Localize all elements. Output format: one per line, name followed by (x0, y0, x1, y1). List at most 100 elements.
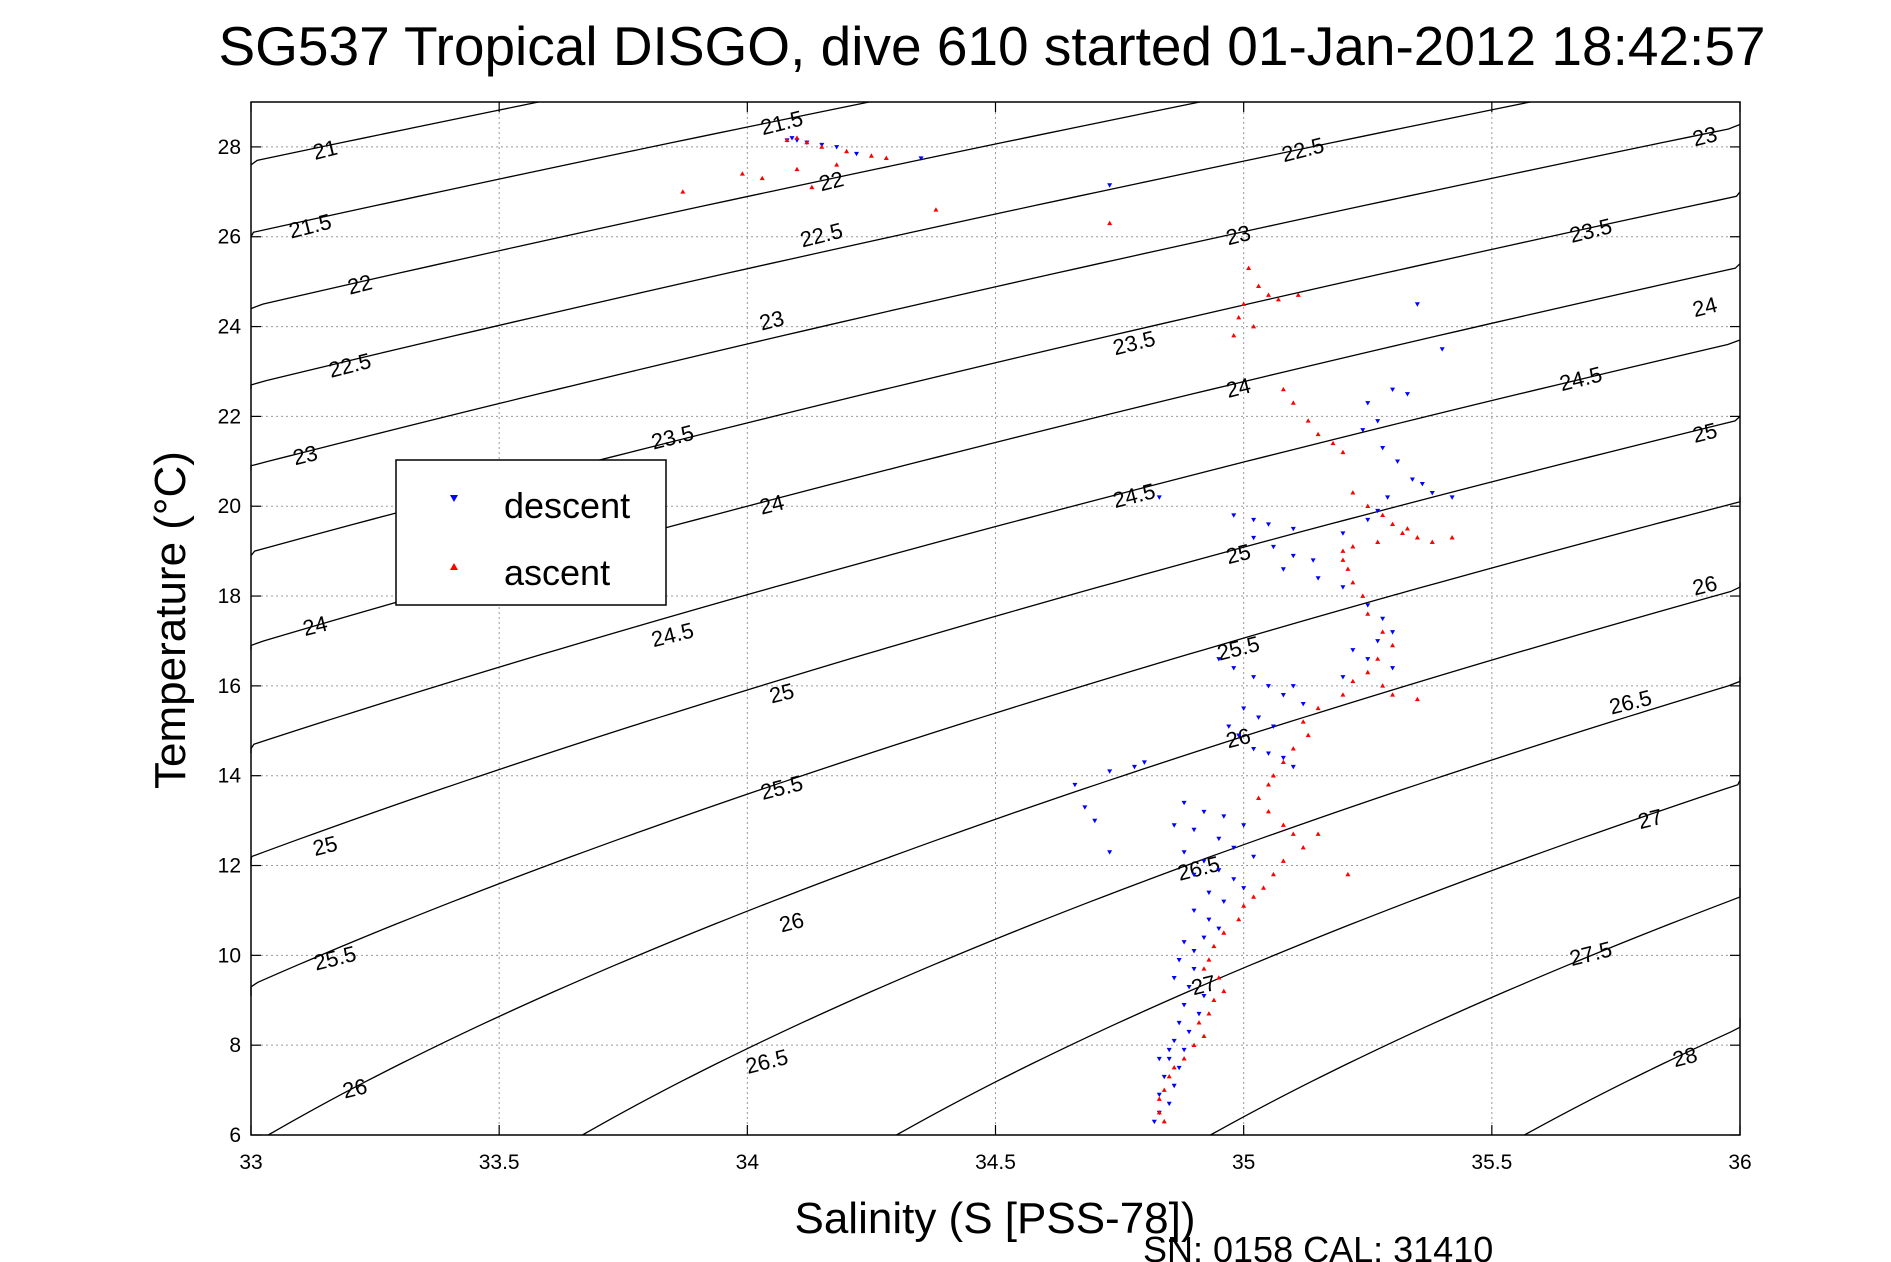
x-tick-label: 33 (239, 1151, 262, 1174)
point-ascent (794, 135, 800, 140)
point-descent (1270, 544, 1276, 550)
point-ascent (1350, 544, 1356, 549)
point-descent (1236, 733, 1242, 738)
density-contour-line (582, 676, 1741, 1136)
point-ascent (1380, 512, 1386, 517)
point-ascent (1201, 1033, 1207, 1038)
point-descent (1181, 940, 1187, 945)
grid-lines (250, 102, 1741, 1136)
y-tick-label: 10 (218, 944, 241, 967)
point-ascent (819, 144, 825, 149)
point-descent (1131, 764, 1137, 770)
density-contour-label: 24 (757, 489, 787, 519)
point-descent (1380, 446, 1386, 451)
point-ascent (1171, 1065, 1177, 1070)
point-descent (1201, 935, 1207, 940)
point-ascent (1156, 1096, 1162, 1101)
y-tick-label: 8 (229, 1034, 241, 1057)
point-descent (1216, 836, 1222, 842)
y-tick-label: 22 (218, 405, 241, 428)
point-descent (1092, 818, 1098, 824)
point-ascent (1300, 719, 1306, 724)
point-descent (1290, 526, 1296, 532)
density-contour-label: 23 (1223, 220, 1253, 250)
point-ascent (1340, 449, 1346, 455)
y-tick-label: 14 (218, 765, 242, 788)
point-descent (1156, 495, 1162, 500)
point-descent (1409, 477, 1415, 482)
point-ascent (1290, 746, 1296, 751)
point-descent (1390, 387, 1396, 393)
point-descent (1404, 392, 1410, 397)
point-ascent (1241, 301, 1247, 306)
point-descent (1176, 958, 1182, 963)
point-ascent (1275, 297, 1281, 302)
point-ascent (1414, 535, 1420, 540)
density-contour-label: 25 (310, 831, 340, 861)
point-ascent (1449, 535, 1455, 540)
point-descent (1251, 746, 1257, 752)
y-tick-label: 18 (218, 585, 241, 608)
point-descent (834, 145, 840, 150)
point-descent (1360, 428, 1366, 433)
density-contour-label: 21 (310, 135, 340, 165)
point-descent (789, 136, 795, 141)
point-ascent (1241, 903, 1247, 908)
point-descent (1350, 648, 1356, 653)
density-contour-line (1524, 1018, 1741, 1136)
point-ascent (1265, 782, 1271, 787)
point-descent (1206, 917, 1212, 923)
point-descent (1385, 495, 1391, 500)
point-ascent (844, 148, 850, 154)
legend-box (395, 459, 667, 606)
point-descent (1380, 616, 1386, 622)
density-contour-label: 25 (1223, 539, 1253, 569)
point-ascent (1211, 943, 1217, 949)
point-descent (1231, 666, 1237, 671)
density-contour-line (250, 339, 1741, 754)
density-contour-line (267, 582, 1741, 1136)
point-descent (1171, 976, 1177, 981)
point-descent (1241, 706, 1247, 711)
point-ascent (1196, 1020, 1202, 1025)
density-contour-line (250, 101, 870, 238)
density-contour-label: 26 (340, 1073, 370, 1103)
point-descent (1171, 823, 1177, 828)
point-descent (1216, 926, 1222, 931)
point-descent (1270, 724, 1276, 729)
legend: descent ascent (395, 459, 667, 606)
axis-ticks: 33 33.5 34 34.5 35 35.5 36 6 8 10 12 14 16 18 20 22 24 26… (218, 102, 1752, 1174)
y-tick-label: 12 (218, 855, 241, 878)
point-ascent (1414, 696, 1420, 702)
point-descent (1290, 764, 1296, 770)
point-ascent (1251, 894, 1257, 899)
point-descent (1315, 576, 1321, 581)
point-ascent (1161, 1118, 1167, 1124)
point-descent (1181, 800, 1187, 806)
point-ascent (1340, 557, 1346, 562)
point-descent (1191, 967, 1197, 972)
chart-title: SG537 Tropical DISGO, dive 610 started 0… (218, 15, 1765, 77)
series-ascent (680, 135, 1455, 1124)
density-contour-line (250, 415, 1741, 866)
point-ascent (1216, 975, 1222, 980)
x-tick-label: 36 (1728, 1151, 1751, 1174)
point-ascent (1340, 548, 1346, 553)
density-contour-line (250, 101, 539, 166)
x-tick-label: 35.5 (1471, 1151, 1512, 1174)
point-ascent (1390, 642, 1396, 648)
point-ascent (1256, 795, 1262, 800)
point-ascent (1156, 1109, 1162, 1115)
x-tick-label: 34.5 (975, 1151, 1016, 1174)
y-tick-label: 6 (229, 1124, 241, 1147)
point-ascent (834, 162, 840, 167)
y-tick-label: 24 (218, 316, 242, 339)
point-descent (1156, 1056, 1162, 1062)
point-descent (1072, 782, 1078, 788)
point-ascent (1375, 539, 1381, 544)
point-ascent (1300, 844, 1306, 850)
x-tick-label: 33.5 (479, 1151, 520, 1174)
point-ascent (809, 184, 815, 190)
point-descent (1251, 675, 1257, 680)
